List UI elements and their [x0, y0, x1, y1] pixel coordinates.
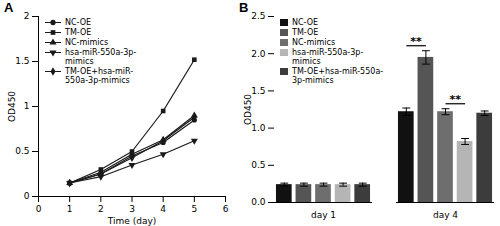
html-text:NC-OE: NC-OE: [65, 18, 91, 27]
svg-text:2: 2: [24, 11, 30, 21]
svg-text:0.5: 0.5: [251, 160, 265, 170]
svg-text:0: 0: [24, 191, 30, 201]
html-text:NC-mimics: NC-mimics: [292, 38, 336, 47]
svg-text:**: **: [410, 35, 422, 48]
html-text:B: B: [239, 0, 249, 15]
svg-text:OD450: OD450: [7, 91, 17, 122]
svg-text:3: 3: [129, 204, 135, 214]
html-text:hsa-miR-550a-3p-mimics: hsa-miR-550a-3p-mimics: [65, 48, 137, 66]
svg-text:4: 4: [160, 204, 166, 214]
svg-text:2.0: 2.0: [251, 49, 266, 59]
svg-text:Time (day): Time (day): [107, 216, 156, 226]
svg-text:OD450: OD450: [243, 94, 253, 125]
html-text:A: A: [4, 0, 14, 15]
svg-text:2.5: 2.5: [251, 11, 265, 21]
svg-text:1.5: 1.5: [15, 56, 29, 66]
svg-text:6: 6: [223, 204, 229, 214]
html-text:TM-OE+hsa-miR-550a-3p-mimics: TM-OE+hsa-miR-550a-3p-mimics: [292, 67, 384, 85]
html-text:NC-mimics: NC-mimics: [65, 38, 109, 47]
svg-text:1: 1: [24, 101, 30, 111]
svg-text:0: 0: [36, 204, 42, 214]
svg-text:5: 5: [191, 204, 197, 214]
svg-text:day 4: day 4: [433, 210, 458, 220]
svg-text:1.0: 1.0: [251, 123, 266, 133]
html-text:hsa-miR-550a-3p-mimics: hsa-miR-550a-3p-mimics: [292, 48, 364, 66]
html-text:TM-OE: TM-OE: [65, 28, 92, 37]
svg-text:1.5: 1.5: [251, 86, 265, 96]
svg-text:day 1: day 1: [311, 210, 336, 220]
html-text:TM-OE+hsa-miR-550a-3p-mimics: TM-OE+hsa-miR-550a-3p-mimics: [65, 67, 134, 85]
svg-text:1: 1: [67, 204, 73, 214]
svg-text:2: 2: [98, 204, 104, 214]
html-text:TM-OE: TM-OE: [292, 28, 319, 37]
svg-text:0.0: 0.0: [251, 197, 266, 207]
svg-text:**: **: [450, 93, 462, 106]
svg-text:0.5: 0.5: [15, 146, 29, 156]
html-text:NC-OE: NC-OE: [292, 18, 318, 27]
